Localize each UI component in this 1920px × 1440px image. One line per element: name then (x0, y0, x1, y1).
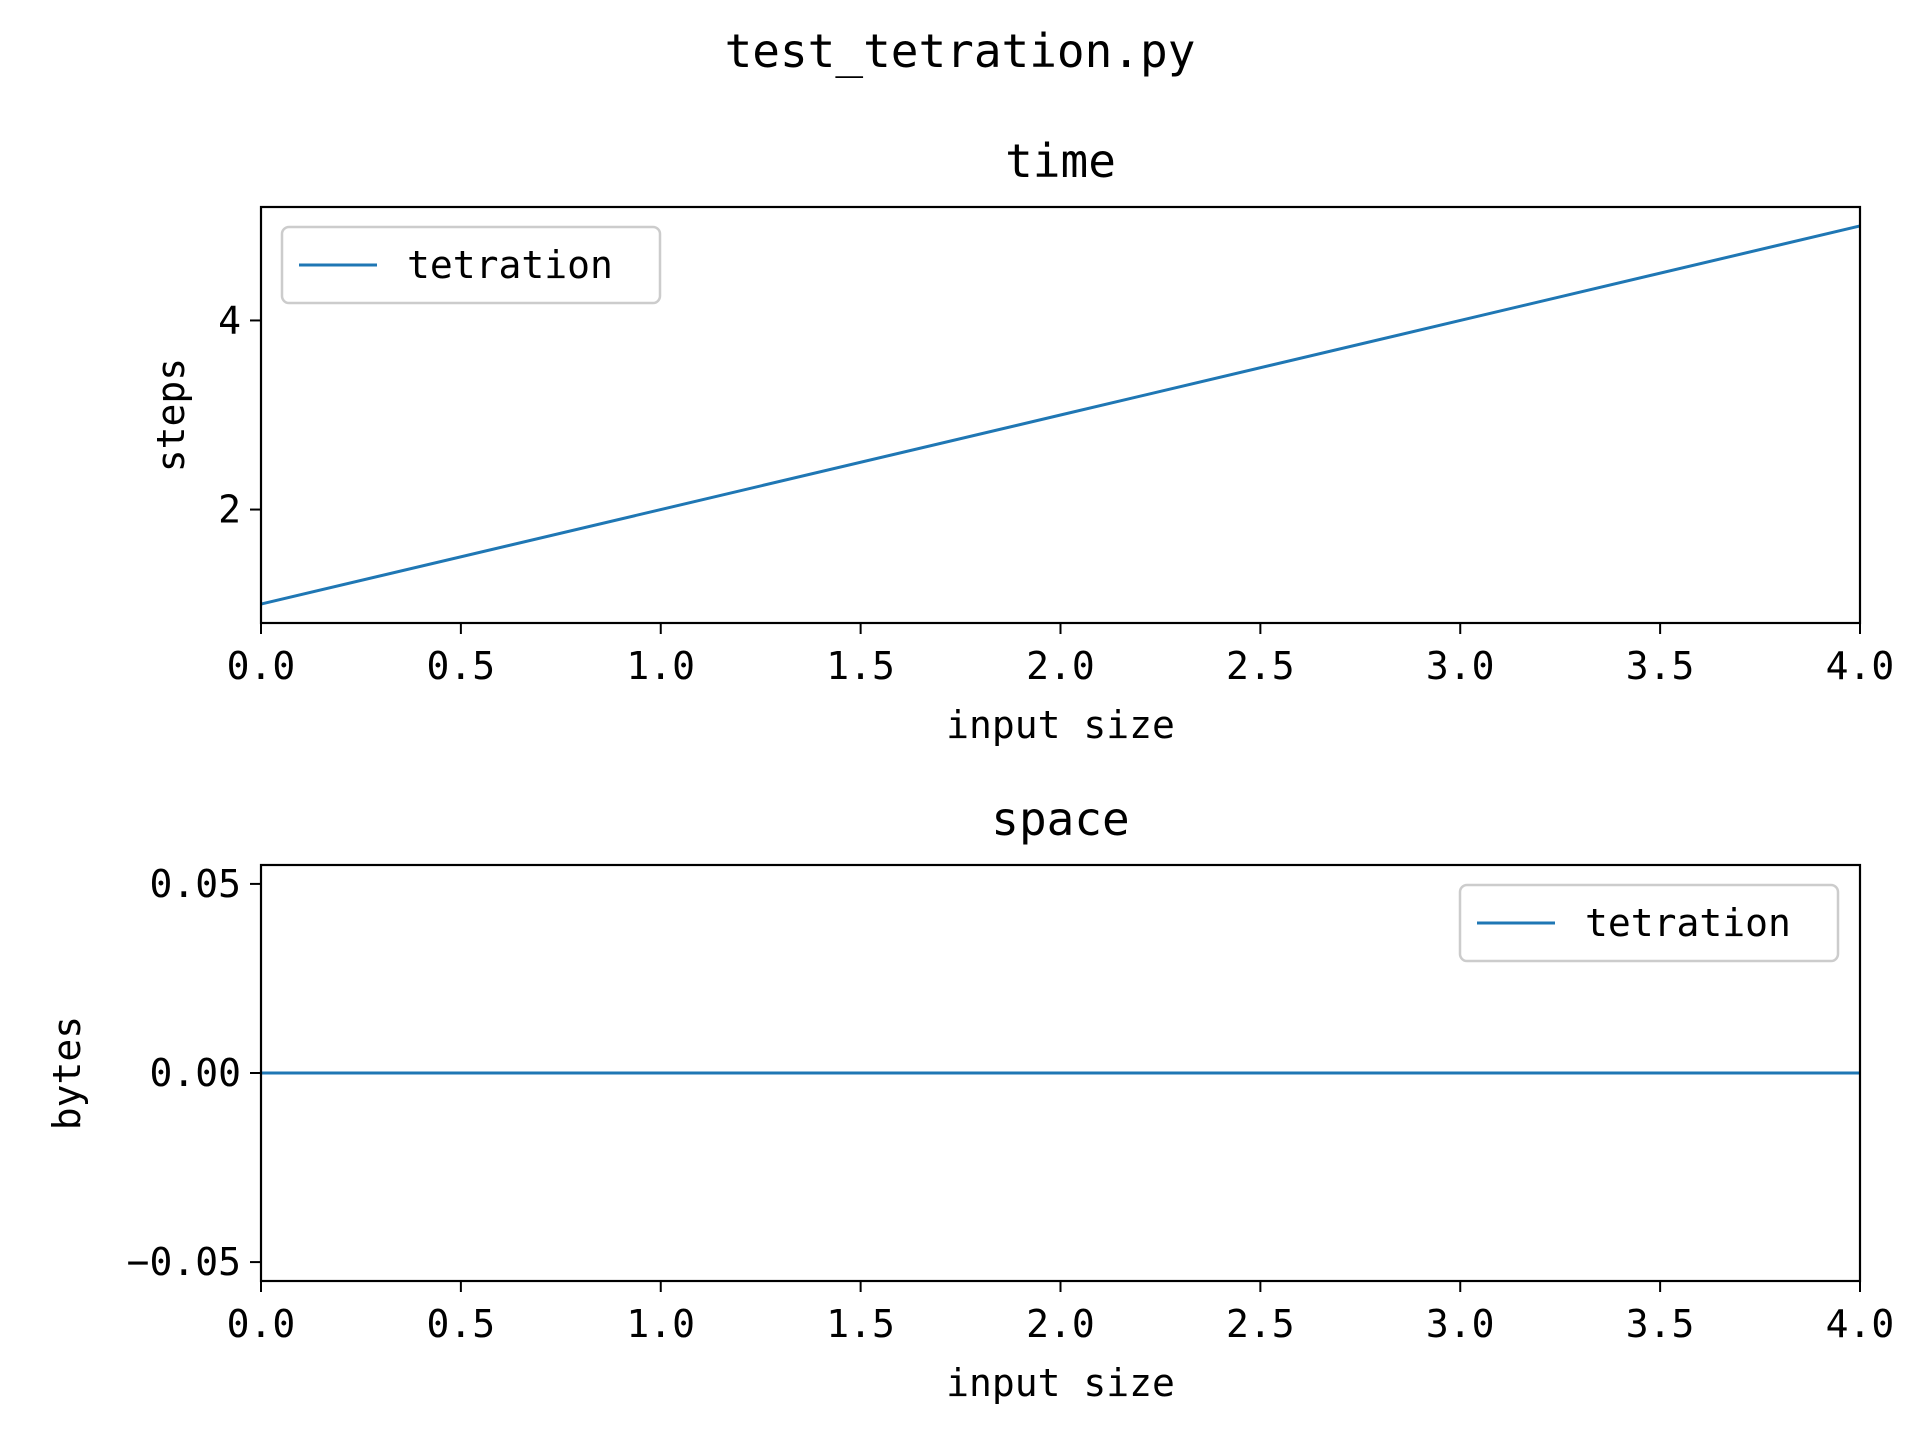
x-tick-label: 1.0 (626, 644, 695, 688)
subplot-title: time (1005, 134, 1116, 188)
y-tick-label: 0.05 (149, 862, 241, 906)
x-axis-label: input size (946, 1361, 1175, 1405)
subplot-space: space 0.0 0.5 1.0 1.5 2.0 2.5 3.0 3.5 4.0 −0.05 0.0… (45, 792, 1894, 1405)
subplot-title: space (991, 792, 1129, 846)
legend-box (1458, 883, 1840, 963)
x-tick-label: 2.0 (1026, 1302, 1095, 1346)
x-tick-label: 4.0 (1826, 1302, 1895, 1346)
x-tick-label: 0.5 (427, 1302, 496, 1346)
x-tick-label: 2.5 (1226, 1302, 1295, 1346)
figure-title: test_tetration.py (725, 24, 1196, 78)
subplots: time 0.0 0.5 1.0 1.5 2.0 2.5 3.0 3.5 4.0 2 4 input s… (45, 134, 1894, 1405)
y-tick-label: 2 (218, 488, 241, 532)
x-tick-label: 3.5 (1626, 1302, 1695, 1346)
x-tick-label: 1.5 (826, 644, 895, 688)
x-tick-label: 1.5 (826, 1302, 895, 1346)
x-tick-label: 1.0 (626, 1302, 695, 1346)
y-axis-label: steps (149, 358, 193, 472)
x-axis-label: input size (946, 703, 1175, 747)
subplot-time: time 0.0 0.5 1.0 1.5 2.0 2.5 3.0 3.5 4.0 2 4 input s… (149, 134, 1894, 747)
y-tick-label: 0.00 (149, 1051, 241, 1095)
x-tick-label: 3.5 (1626, 644, 1695, 688)
x-tick-label: 3.0 (1426, 644, 1495, 688)
y-tick-label: 4 (218, 298, 241, 342)
x-tick-label: 3.0 (1426, 1302, 1495, 1346)
x-tick-label: 0.5 (427, 644, 496, 688)
legend-box (280, 225, 662, 305)
y-tick-label: −0.05 (127, 1240, 241, 1284)
y-axis-label: bytes (45, 1016, 89, 1130)
legend-label: tetration (407, 243, 613, 287)
series-line-tetration (260, 224, 1861, 606)
legend: tetration (1458, 883, 1840, 963)
x-tick-label: 2.5 (1226, 644, 1295, 688)
legend: tetration (280, 225, 662, 305)
x-tick-label: 2.0 (1026, 644, 1095, 688)
x-tick-label: 0.0 (227, 1302, 296, 1346)
legend-label: tetration (1585, 901, 1791, 945)
x-tick-label: 4.0 (1826, 644, 1895, 688)
x-tick-label: 0.0 (227, 644, 296, 688)
